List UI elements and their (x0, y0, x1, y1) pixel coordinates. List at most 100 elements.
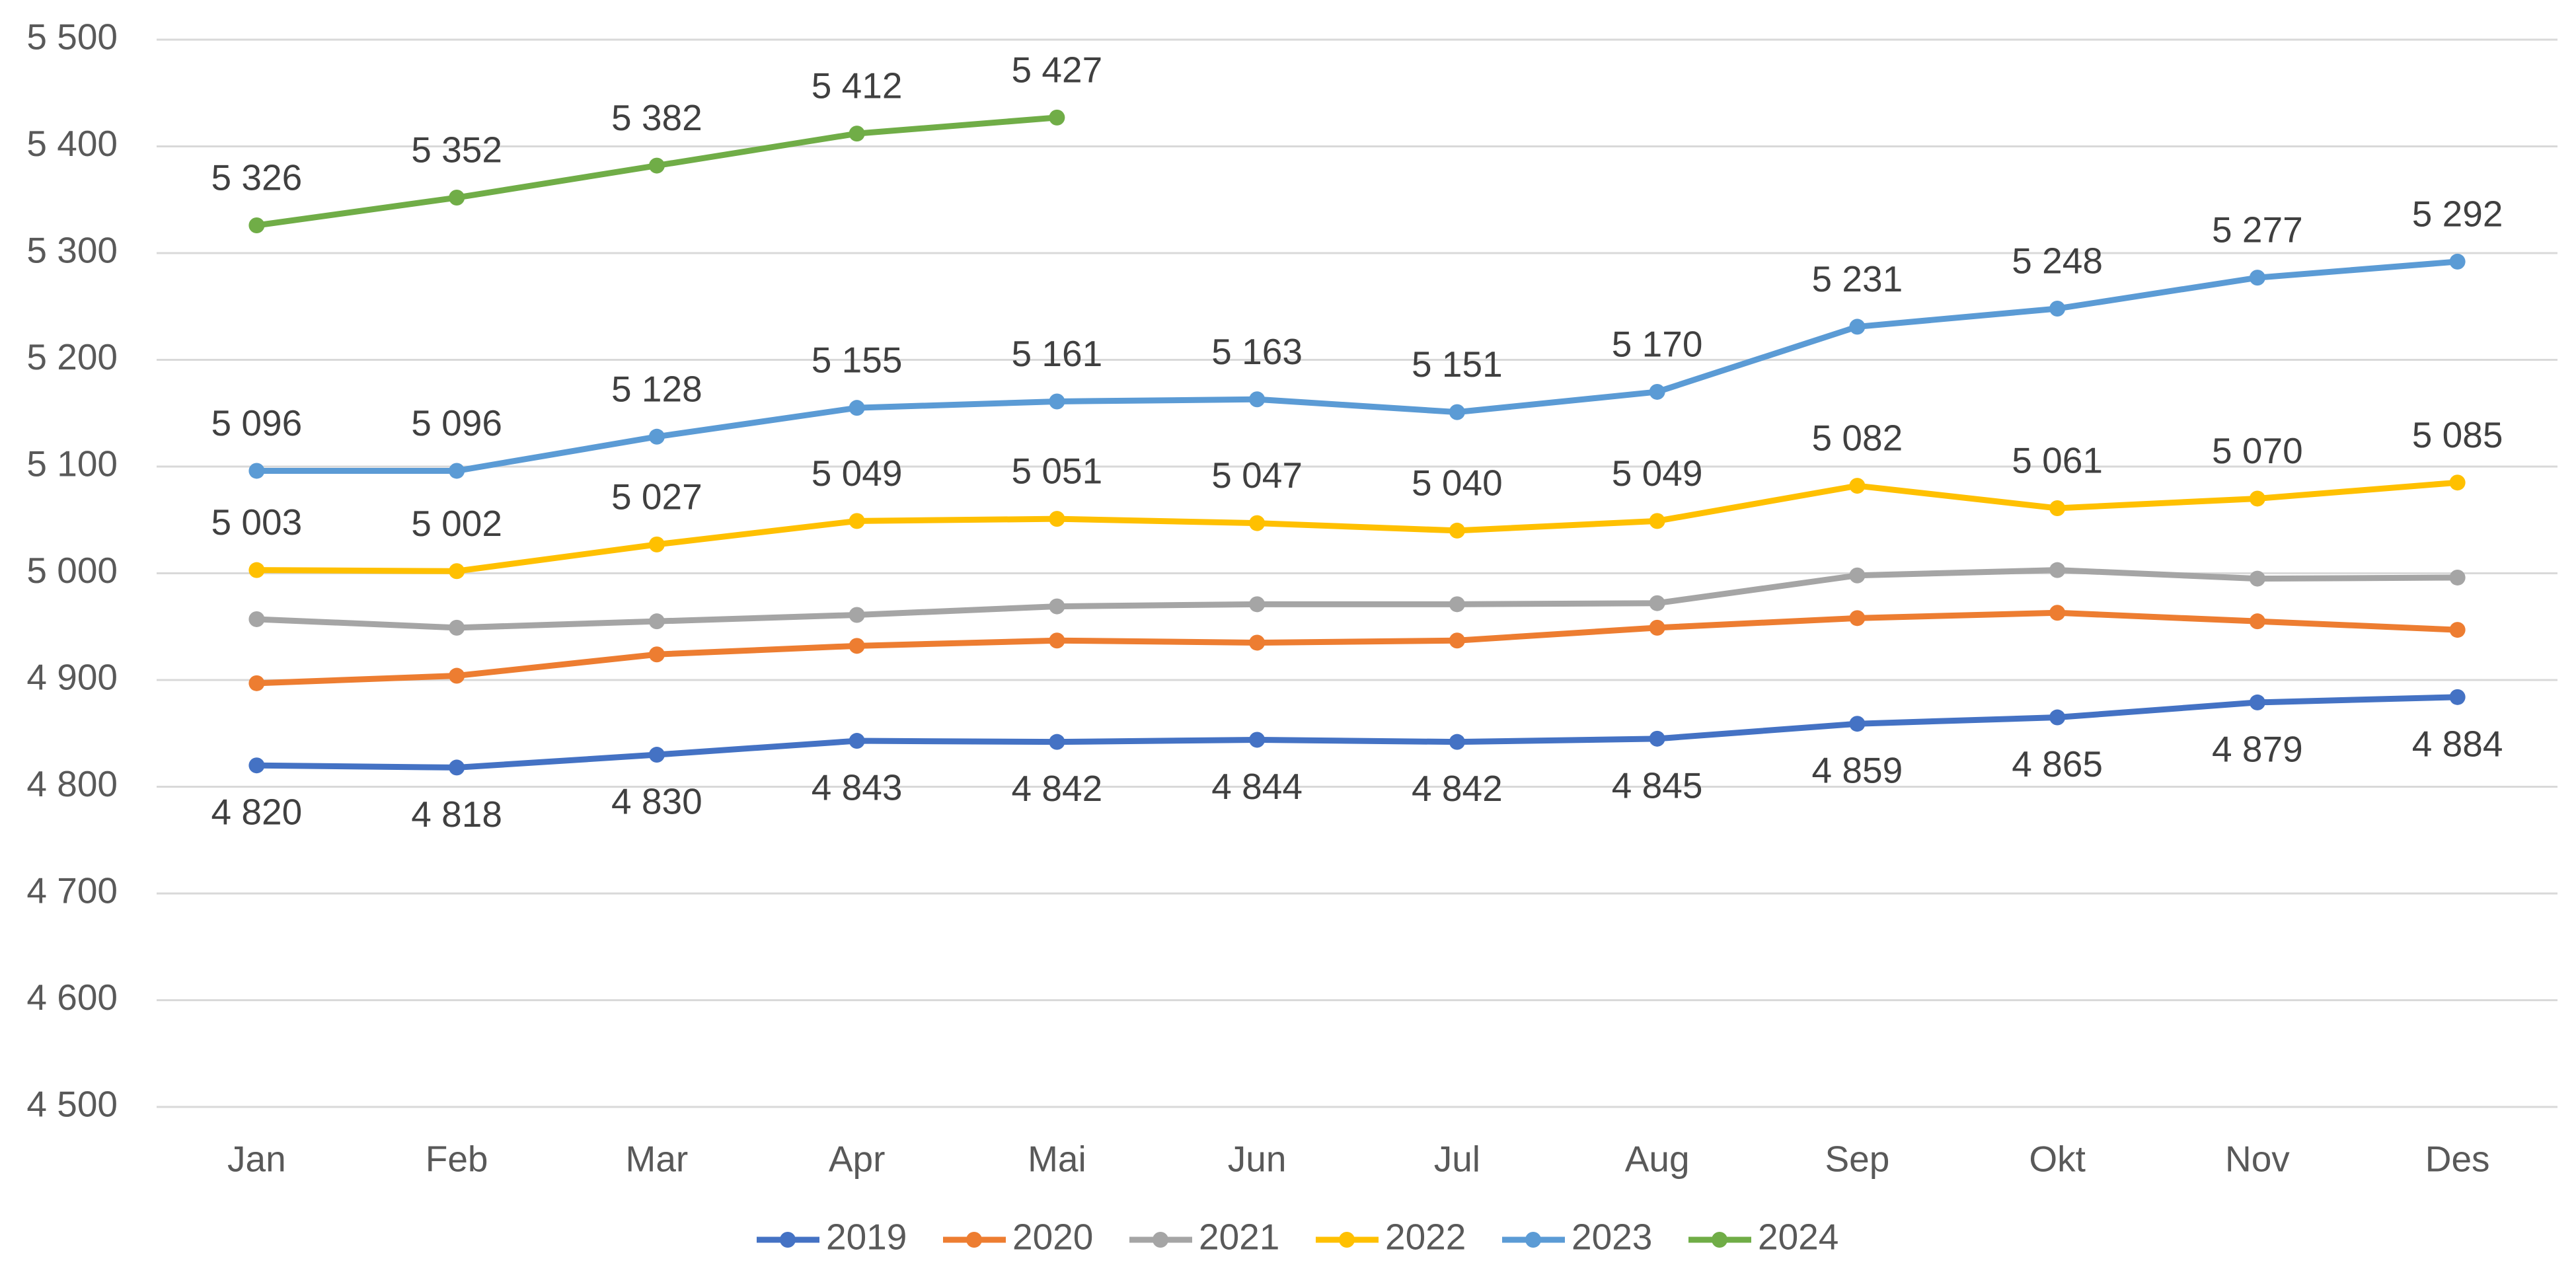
point (1449, 522, 1465, 539)
x-tick-label: Aug (1625, 1139, 1690, 1180)
x-tick-label: Nov (2225, 1139, 2290, 1180)
data-label: 5 161 (1012, 333, 1103, 374)
point (248, 611, 265, 627)
point (2049, 605, 2066, 621)
y-tick-label: 5 400 (26, 123, 118, 164)
point (648, 536, 665, 552)
legend-label: 2021 (1199, 1217, 1279, 1258)
y-tick-label: 5 000 (26, 550, 118, 591)
legend-label: 2023 (1572, 1217, 1652, 1258)
x-tick-label: Mai (1028, 1139, 1086, 1180)
data-label: 5 096 (411, 402, 502, 443)
point (248, 562, 265, 578)
point (1049, 734, 1065, 750)
data-label: 5 047 (1211, 455, 1303, 496)
point (648, 747, 665, 763)
point (2049, 709, 2066, 726)
legend-marker (1339, 1232, 1355, 1248)
data-label: 4 818 (411, 794, 502, 835)
data-label: 5 382 (611, 97, 702, 138)
point (2449, 569, 2466, 586)
legend-marker (1153, 1232, 1168, 1248)
data-label: 5 151 (1412, 344, 1503, 385)
point (2049, 300, 2066, 317)
point (449, 619, 465, 636)
x-tick-label: Des (2425, 1139, 2490, 1180)
data-label: 5 003 (211, 502, 303, 543)
series-line (256, 694, 2458, 771)
point (2449, 253, 2466, 270)
data-label: 5 096 (211, 402, 303, 443)
point (1249, 634, 1266, 651)
point (648, 646, 665, 663)
point (1449, 632, 1465, 649)
data-label: 5 128 (611, 368, 702, 409)
y-tick-label: 4 500 (26, 1084, 118, 1125)
x-tick-label: Jan (227, 1139, 286, 1180)
point (1849, 716, 1866, 732)
data-label: 5 082 (1812, 418, 1903, 459)
point (1649, 513, 1665, 529)
data-label: 4 842 (1412, 768, 1503, 809)
point (1049, 511, 1065, 527)
x-tick-label: Jul (1434, 1139, 1480, 1180)
data-label: 4 884 (2412, 723, 2503, 764)
data-label: 5 002 (411, 503, 502, 544)
point (1449, 596, 1465, 613)
data-label: 5 049 (812, 453, 903, 494)
point (849, 513, 865, 529)
data-label: 5 040 (1412, 462, 1503, 503)
x-tick-label: Jun (1228, 1139, 1287, 1180)
point (1449, 404, 1465, 420)
point (449, 190, 465, 206)
data-label: 5 051 (1012, 451, 1103, 492)
data-label: 5 049 (1612, 453, 1703, 494)
point (1249, 515, 1266, 531)
data-label: 4 859 (1812, 750, 1903, 791)
legend-label: 2022 (1385, 1217, 1466, 1258)
point (2049, 562, 2066, 578)
point (1049, 393, 1065, 410)
series-line (256, 258, 2458, 474)
point (1049, 632, 1065, 649)
point (2049, 500, 2066, 516)
data-label: 5 163 (1211, 331, 1303, 372)
y-tick-label: 5 500 (26, 17, 118, 57)
point (1849, 478, 1866, 494)
data-label: 5 292 (2412, 193, 2503, 234)
point (449, 463, 465, 479)
point (849, 126, 865, 142)
y-tick-label: 4 800 (26, 763, 118, 804)
series-line (256, 609, 2458, 687)
point (2249, 613, 2265, 630)
point (1649, 619, 1665, 636)
x-tick-label: Sep (1825, 1139, 1889, 1180)
y-tick-label: 5 300 (26, 230, 118, 271)
data-label: 5 085 (2412, 414, 2503, 455)
y-tick-label: 4 900 (26, 657, 118, 698)
data-label: 5 326 (211, 157, 303, 198)
point (1649, 595, 1665, 611)
point (648, 157, 665, 174)
y-tick-label: 4 600 (26, 977, 118, 1018)
point (849, 733, 865, 749)
data-label: 5 027 (611, 476, 702, 517)
point (248, 675, 265, 691)
point (449, 759, 465, 776)
legend-label: 2020 (1012, 1217, 1093, 1258)
data-label: 4 865 (2012, 743, 2103, 784)
point (648, 613, 665, 630)
point (1249, 596, 1266, 613)
y-tick-label: 5 100 (26, 443, 118, 484)
point (1049, 598, 1065, 615)
point (849, 400, 865, 416)
legend-label: 2019 (826, 1217, 907, 1258)
point (1649, 730, 1665, 747)
data-label: 4 842 (1012, 768, 1103, 809)
data-label: 5 155 (812, 340, 903, 381)
data-label: 4 845 (1612, 765, 1703, 806)
data-label: 4 879 (2212, 728, 2303, 769)
series-line (256, 567, 2458, 631)
point (2449, 474, 2466, 491)
data-label: 5 070 (2212, 430, 2303, 471)
